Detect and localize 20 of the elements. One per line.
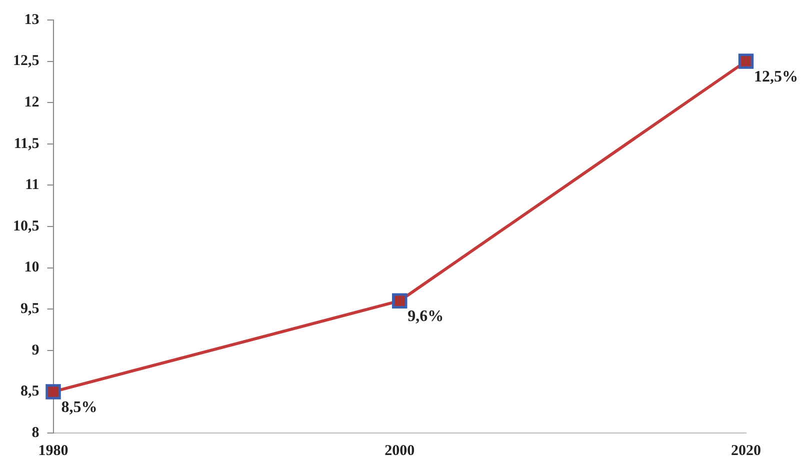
- y-tick-label: 12,5: [13, 53, 40, 70]
- point: [738, 54, 754, 69]
- data-label: 9,6%: [408, 308, 444, 325]
- x-tick-label: 2000: [384, 442, 415, 459]
- x-tick-label: 2020: [731, 442, 761, 459]
- x-tick-label: 1980: [38, 442, 68, 459]
- y-tick-label: 9: [32, 342, 40, 358]
- y-tick-label: 11,5: [14, 136, 40, 152]
- point: [392, 293, 408, 308]
- y-tick-label: 9,5: [20, 300, 40, 317]
- point: [46, 384, 61, 400]
- y-tick-label: 10,5: [13, 218, 40, 234]
- data-label: 12,5%: [754, 68, 798, 86]
- y-tick-label: 12: [24, 94, 40, 110]
- y-tick-label: 11: [25, 177, 40, 194]
- y-tick-label: 8: [32, 424, 40, 441]
- y-tick-label: 13: [24, 12, 40, 28]
- y-tick-label: 8,5: [20, 384, 40, 400]
- data-label: 8,5%: [61, 398, 98, 416]
- y-tick-label: 10: [24, 260, 40, 276]
